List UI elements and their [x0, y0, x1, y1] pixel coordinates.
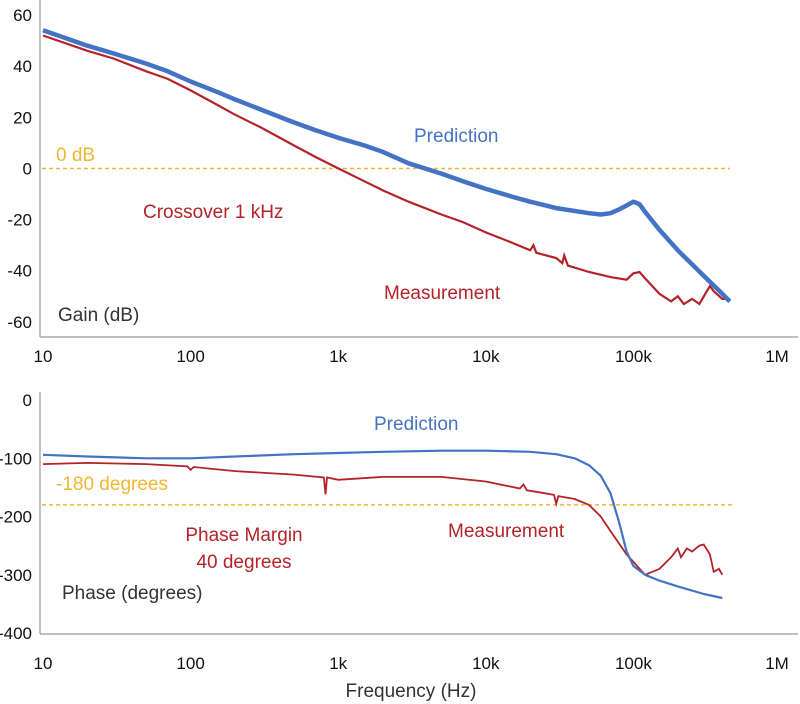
gain-x-tick-label: 1k [329, 347, 347, 366]
minus-180-label: -180 degrees [56, 474, 168, 495]
gain-y-tick-label: 0 [23, 159, 32, 178]
phase-axis-title: Phase (degrees) [62, 583, 202, 604]
phase-prediction-curve [42, 449, 723, 600]
phase-x-tick-label: 100 [176, 654, 204, 673]
gain-prediction-curve [42, 28, 732, 303]
phase-x-tick-label: 10k [472, 654, 500, 673]
gain-y-tick-label: 40 [13, 57, 32, 76]
phase-x-tick-label: 10 [34, 654, 53, 673]
crossover-label: Crossover 1 kHz [143, 202, 283, 223]
gain-measurement-curve [42, 34, 730, 306]
gain-y-tick-label: -20 [7, 211, 32, 230]
phase-prediction-label: Prediction [374, 414, 459, 435]
phase-y-tick-label: -400 [0, 624, 32, 643]
gain-measurement-label: Measurement [384, 283, 501, 304]
gain-x-tick-label: 100 [176, 347, 204, 366]
gain-axis-title: Gain (dB) [58, 305, 139, 326]
phase-y-tick-label: 0 [23, 391, 32, 410]
phase-measurement-label: Measurement [448, 521, 565, 542]
phase-margin-value-label: 40 degrees [196, 552, 291, 573]
zero-db-label: 0 dB [56, 145, 95, 166]
gain-y-tick-label: -40 [7, 262, 32, 281]
gain-y-tick-label: -60 [7, 313, 32, 332]
phase-y-tick-label: -200 [0, 508, 32, 527]
gain-x-tick-label: 10k [472, 347, 500, 366]
phase-x-tick-label: 100k [615, 654, 652, 673]
phase-measurement-curve [42, 461, 724, 576]
phase-y-tick-label: -300 [0, 566, 32, 585]
gain-y-tick-label: 20 [13, 108, 32, 127]
phase-margin-label: Phase Margin [185, 525, 302, 546]
phase-x-tick-label: 1k [329, 654, 347, 673]
gain-x-tick-label: 1M [765, 347, 789, 366]
gain-x-tick-label: 10 [34, 347, 53, 366]
frequency-axis-title: Frequency (Hz) [346, 681, 477, 702]
gain-prediction-label: Prediction [414, 126, 499, 147]
phase-y-tick-label: -100 [0, 449, 32, 468]
phase-x-tick-label: 1M [765, 654, 789, 673]
gain-y-tick-label: 60 [13, 6, 32, 25]
gain-x-tick-label: 100k [615, 347, 652, 366]
